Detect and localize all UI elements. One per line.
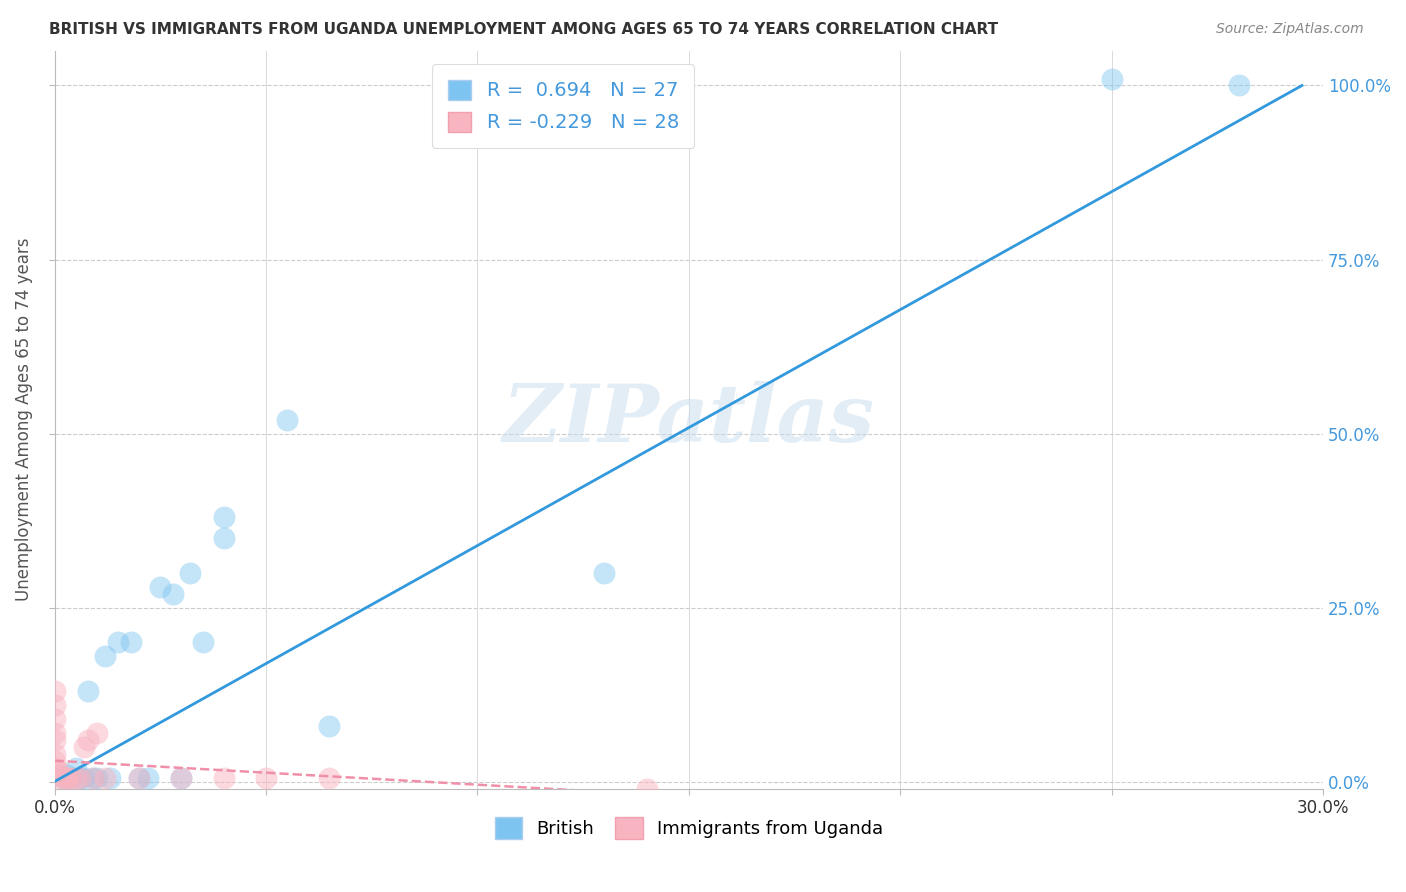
Point (44, 726, 66, 740)
Point (94, 649, 117, 664)
Point (149, 580, 172, 594)
Point (254, 771, 277, 785)
Point (56, 771, 79, 785)
Point (65, 761, 87, 775)
Point (44, 761, 66, 775)
Point (86, 771, 108, 785)
Legend: British, Immigrants from Uganda: British, Immigrants from Uganda (488, 809, 890, 846)
Point (44, 698, 66, 712)
Point (82, 771, 104, 785)
Point (48, 771, 70, 785)
Point (82, 771, 104, 785)
Text: BRITISH VS IMMIGRANTS FROM UGANDA UNEMPLOYMENT AMONG AGES 65 TO 74 YEARS CORRELA: BRITISH VS IMMIGRANTS FROM UGANDA UNEMPL… (49, 22, 998, 37)
Point (212, 531, 235, 545)
Text: ZIPatlas: ZIPatlas (503, 381, 875, 458)
Point (60, 771, 83, 785)
Point (1101, 71, 1123, 86)
Point (128, 771, 150, 785)
Point (318, 771, 340, 785)
Point (98, 771, 121, 785)
Point (77, 684, 100, 698)
Point (128, 771, 150, 785)
Point (94, 771, 117, 785)
Point (212, 771, 235, 785)
Point (1227, 78, 1250, 93)
Point (52, 771, 75, 785)
Y-axis label: Unemployment Among Ages 65 to 74 years: Unemployment Among Ages 65 to 74 years (15, 238, 32, 601)
Point (107, 635, 129, 649)
Point (318, 719, 340, 733)
Point (86, 726, 108, 740)
Point (44, 684, 66, 698)
Text: Source: ZipAtlas.com: Source: ZipAtlas.com (1216, 22, 1364, 37)
Point (636, 781, 658, 796)
Point (44, 754, 66, 768)
Point (56, 771, 79, 785)
Point (77, 732, 100, 747)
Point (52, 771, 75, 785)
Point (136, 771, 159, 785)
Point (48, 764, 70, 778)
Point (73, 739, 96, 754)
Point (69, 771, 91, 785)
Point (44, 712, 66, 726)
Point (170, 771, 193, 785)
Point (162, 587, 184, 601)
Point (69, 771, 91, 785)
Point (191, 635, 214, 649)
Point (48, 767, 70, 781)
Point (179, 566, 201, 580)
Point (44, 732, 66, 747)
Point (56, 767, 79, 781)
Point (593, 566, 616, 580)
Point (170, 771, 193, 785)
Point (60, 771, 83, 785)
Point (120, 635, 142, 649)
Point (276, 412, 298, 426)
Point (212, 510, 235, 524)
Point (73, 771, 96, 785)
Point (65, 771, 87, 785)
Point (44, 747, 66, 761)
